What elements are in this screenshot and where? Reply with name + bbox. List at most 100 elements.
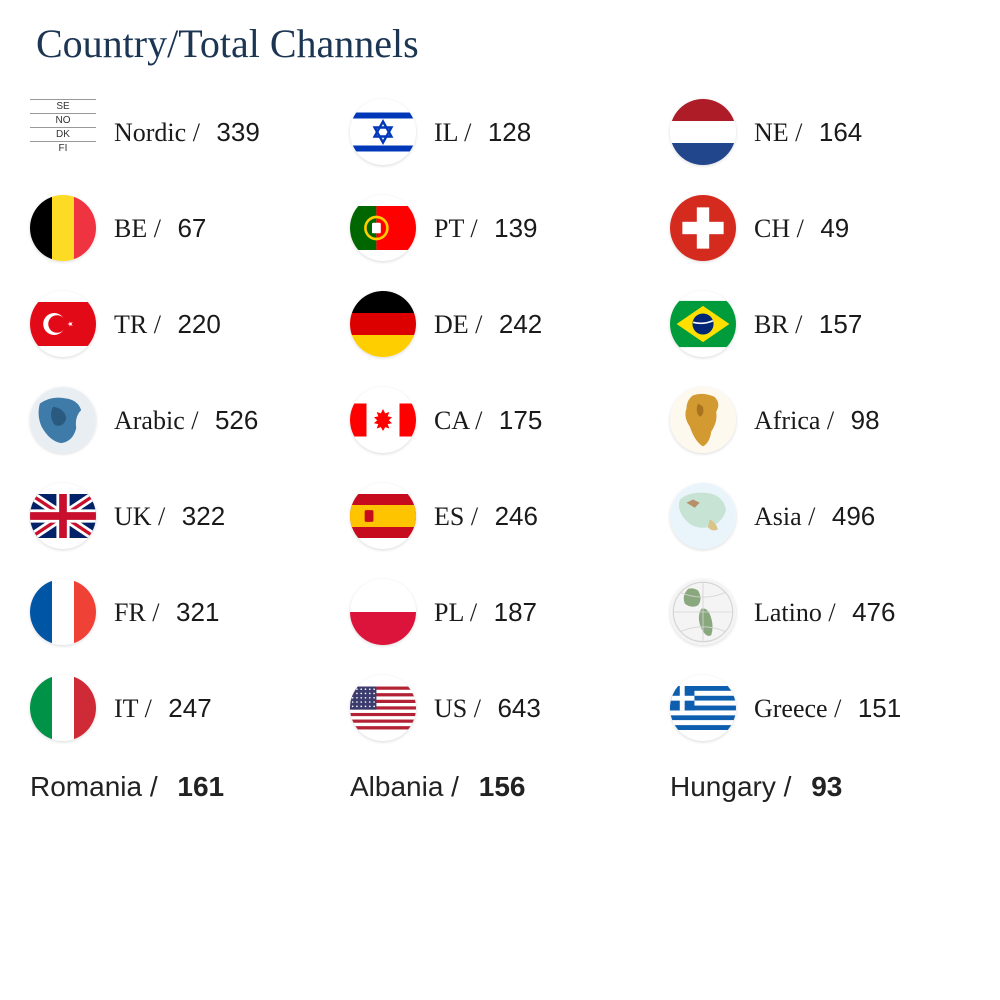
bottom-count: 93 xyxy=(811,771,842,802)
country-count: 220 xyxy=(177,309,220,339)
country-label: UK / 322 xyxy=(114,501,225,532)
country-name: NE / xyxy=(754,118,802,147)
france-flag-icon xyxy=(30,579,96,645)
portugal-flag-icon xyxy=(350,195,416,261)
country-name: US / xyxy=(434,694,481,723)
bottom-name: Romania / xyxy=(30,771,158,802)
country-item-tr: TR / 220 xyxy=(30,289,330,359)
country-name: UK / xyxy=(114,502,165,531)
country-label: FR / 321 xyxy=(114,597,219,628)
country-item-ch: CH / 49 xyxy=(670,193,970,263)
country-name: BR / xyxy=(754,310,802,339)
belgium-flag-icon xyxy=(30,195,96,261)
country-count: 242 xyxy=(499,309,542,339)
country-count: 643 xyxy=(497,693,540,723)
bottom-name: Albania / xyxy=(350,771,459,802)
country-name: Asia / xyxy=(754,502,815,531)
italy-flag-icon xyxy=(30,675,96,741)
netherlands-flag-icon xyxy=(670,99,736,165)
country-count: 139 xyxy=(494,213,537,243)
arabic-map-flag-icon xyxy=(30,387,96,453)
asia-map-flag-icon xyxy=(670,483,736,549)
poland-flag-icon xyxy=(350,579,416,645)
bottom-item-albania: Albania / 156 xyxy=(350,771,650,803)
country-item-uk: UK / 322 xyxy=(30,481,330,551)
bottom-count: 161 xyxy=(177,771,224,802)
country-label: ES / 246 xyxy=(434,501,538,532)
country-label: IL / 128 xyxy=(434,117,531,148)
country-label: IT / 247 xyxy=(114,693,212,724)
country-name: TR / xyxy=(114,310,161,339)
country-item-pl: PL / 187 xyxy=(350,577,650,647)
country-count: 339 xyxy=(216,117,259,147)
country-label: Greece / 151 xyxy=(754,693,901,724)
country-name: ES / xyxy=(434,502,478,531)
country-name: PL / xyxy=(434,598,477,627)
country-item-il: IL / 128 xyxy=(350,97,650,167)
country-item-greece: Greece / 151 xyxy=(670,673,970,743)
switzerland-flag-icon xyxy=(670,195,736,261)
usa-flag-icon xyxy=(350,675,416,741)
spain-flag-icon xyxy=(350,483,416,549)
country-label: PL / 187 xyxy=(434,597,537,628)
country-label: CH / 49 xyxy=(754,213,849,244)
bottom-row: Romania / 161 Albania / 156 Hungary / 93 xyxy=(30,771,970,803)
country-item-fr: FR / 321 xyxy=(30,577,330,647)
country-label: NE / 164 xyxy=(754,117,862,148)
country-item-be: BE / 67 xyxy=(30,193,330,263)
country-item-us: US / 643 xyxy=(350,673,650,743)
country-label: PT / 139 xyxy=(434,213,538,244)
country-item-es: ES / 246 xyxy=(350,481,650,551)
country-name: Nordic / xyxy=(114,118,200,147)
brazil-flag-icon xyxy=(670,291,736,357)
country-label: Nordic / 339 xyxy=(114,117,260,148)
country-label: Asia / 496 xyxy=(754,501,875,532)
country-count: 322 xyxy=(182,501,225,531)
germany-flag-icon xyxy=(350,291,416,357)
country-count: 187 xyxy=(494,597,537,627)
country-name: CH / xyxy=(754,214,804,243)
country-name: IL / xyxy=(434,118,471,147)
country-count: 49 xyxy=(820,213,849,243)
country-label: US / 643 xyxy=(434,693,541,724)
country-item-asia: Asia / 496 xyxy=(670,481,970,551)
country-count: 476 xyxy=(852,597,895,627)
country-label: BE / 67 xyxy=(114,213,206,244)
turkey-flag-icon xyxy=(30,291,96,357)
country-count: 67 xyxy=(177,213,206,243)
greece-flag-icon xyxy=(670,675,736,741)
bottom-name: Hungary / xyxy=(670,771,791,802)
country-item-it: IT / 247 xyxy=(30,673,330,743)
country-label: Africa / 98 xyxy=(754,405,880,436)
country-count: 98 xyxy=(851,405,880,435)
country-label: Arabic / 526 xyxy=(114,405,258,436)
country-item-africa: Africa / 98 xyxy=(670,385,970,455)
country-label: Latino / 476 xyxy=(754,597,895,628)
country-count: 496 xyxy=(832,501,875,531)
country-item-ca: CA / 175 xyxy=(350,385,650,455)
country-count: 151 xyxy=(858,693,901,723)
canada-flag-icon xyxy=(350,387,416,453)
country-label: CA / 175 xyxy=(434,405,542,436)
country-grid: SENODKFI Nordic / 339 IL / 128 NE / 164 xyxy=(30,97,970,743)
country-name: PT / xyxy=(434,214,478,243)
country-count: 246 xyxy=(495,501,538,531)
page-title: Country/Total Channels xyxy=(36,20,970,67)
country-count: 247 xyxy=(168,693,211,723)
country-name: Arabic / xyxy=(114,406,198,435)
uk-flag-icon xyxy=(30,483,96,549)
country-label: DE / 242 xyxy=(434,309,542,340)
country-count: 157 xyxy=(819,309,862,339)
country-item-br: BR / 157 xyxy=(670,289,970,359)
country-name: FR / xyxy=(114,598,160,627)
country-count: 164 xyxy=(819,117,862,147)
nordic-flag-box: SENODKFI xyxy=(30,99,96,165)
country-item-nordic: SENODKFI Nordic / 339 xyxy=(30,97,330,167)
country-item-ne: NE / 164 xyxy=(670,97,970,167)
country-item-pt: PT / 139 xyxy=(350,193,650,263)
country-name: Greece / xyxy=(754,694,841,723)
country-name: BE / xyxy=(114,214,161,243)
country-item-latino: Latino / 476 xyxy=(670,577,970,647)
bottom-item-hungary: Hungary / 93 xyxy=(670,771,970,803)
country-label: BR / 157 xyxy=(754,309,862,340)
